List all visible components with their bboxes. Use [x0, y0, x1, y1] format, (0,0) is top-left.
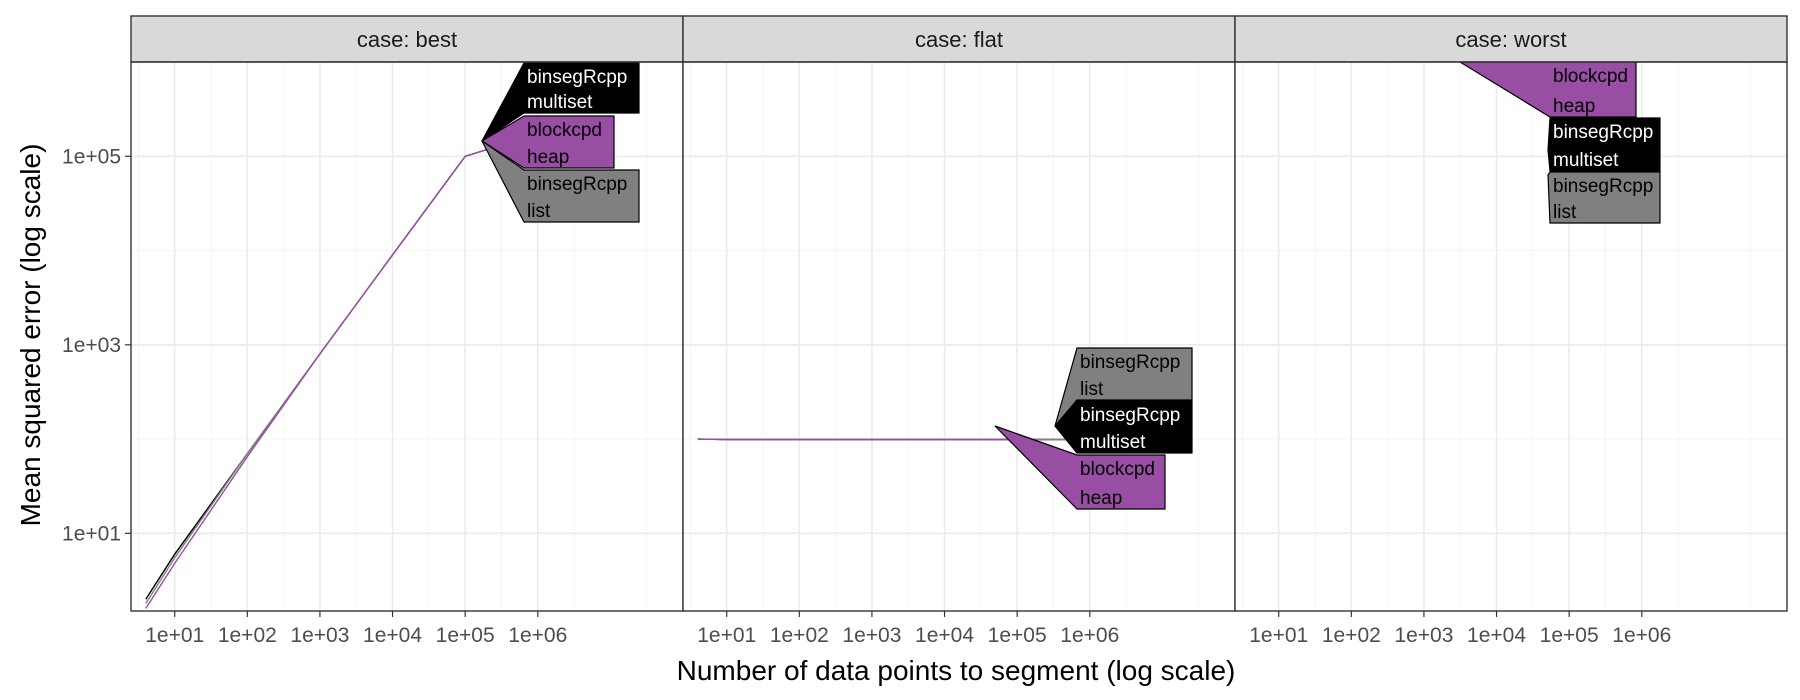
panel-grid — [683, 62, 1235, 611]
x-axis-ticks: 1e+01 1e+02 1e+03 1e+04 1e+05 1e+06 — [697, 611, 1119, 647]
x-tick-label: 1e+05 — [1540, 624, 1599, 647]
label-line2: multiset — [1080, 432, 1146, 453]
label-line2: multiset — [527, 92, 593, 113]
label-box — [480, 115, 615, 169]
x-axis-title: Number of data points to segment (log sc… — [677, 655, 1236, 686]
label-box — [1547, 117, 1661, 172]
direct-labels: binsegRcpp list binsegRcpp multiset blockcpd… — [994, 347, 1193, 510]
panel-background — [683, 62, 1235, 611]
x-tick-label: 1e+02 — [1322, 624, 1381, 647]
label-box — [1054, 400, 1193, 454]
facet-strip — [1234, 15, 1788, 63]
y-tick-label: 1e+03 — [62, 334, 121, 357]
y-axis-ticks: 1e+01 1e+03 1e+05 — [62, 145, 131, 545]
x-tick-label: 1e+01 — [145, 624, 204, 647]
y-tick-label: 1e+01 — [62, 522, 121, 545]
label-line1: binsegRcpp — [527, 67, 627, 88]
x-tick-label: 1e+03 — [842, 624, 901, 647]
x-tick-label: 1e+01 — [697, 624, 756, 647]
facet-panels: binsegRcppmultisetblockcpdheapbinsegRcpp… — [62, 15, 1788, 647]
label-box — [1547, 171, 1661, 224]
facet-panel: blockcpd heap binsegRcpp multiset binsegRcpp… — [1234, 15, 1788, 647]
panel-border — [1234, 61, 1788, 612]
x-tick-label: 1e+05 — [436, 624, 495, 647]
label-box — [481, 62, 640, 142]
label-line1: blockcpd — [527, 120, 602, 141]
label-box — [481, 140, 640, 223]
x-tick-label: 1e+02 — [770, 624, 829, 647]
panel-grid — [1235, 62, 1787, 611]
x-axis-ticks: 1e+01 1e+02 1e+03 1e+04 1e+05 1e+06 — [145, 611, 567, 647]
direct-labels: binsegRcpp multiset blockcpd heap binsegRcpp… — [480, 62, 640, 223]
label-line1: binsegRcpp — [1080, 352, 1180, 373]
facet-strip-label: case: flat — [915, 27, 1003, 52]
label-line1: binsegRcpp — [527, 174, 627, 195]
facet-panel: binsegRcpp list binsegRcpp multiset blockcpd… — [682, 15, 1236, 647]
x-tick-label: 1e+02 — [218, 624, 277, 647]
y-tick-label: 1e+05 — [62, 145, 121, 168]
series-line — [145, 144, 501, 609]
facet-panel: binsegRcpp multiset blockcpd heap binsegRcpp… — [130, 15, 684, 647]
label-box — [994, 425, 1166, 510]
label-line1: binsegRcpp — [1553, 176, 1653, 197]
y-axis-title: Mean squared error (log scale) — [15, 144, 46, 527]
x-tick-label: 1e+03 — [290, 624, 349, 647]
x-tick-label: 1e+05 — [988, 624, 1047, 647]
x-tick-label: 1e+04 — [915, 624, 974, 647]
label-line2: heap — [1080, 488, 1122, 509]
x-tick-label: 1e+06 — [508, 624, 567, 647]
x-tick-label: 1e+06 — [1060, 624, 1119, 647]
label-line2: list — [527, 201, 551, 222]
x-tick-label: 1e+01 — [1249, 624, 1308, 647]
x-tick-label: 1e+03 — [1394, 624, 1453, 647]
x-tick-label: 1e+04 — [363, 624, 422, 647]
panel-background — [1235, 62, 1787, 611]
label-line2: heap — [1553, 96, 1595, 117]
x-axis-ticks: 1e+01 1e+02 1e+03 1e+04 1e+05 1e+06 — [1249, 611, 1671, 647]
label-line2: list — [1080, 379, 1104, 400]
label-line1: binsegRcpp — [1553, 122, 1653, 143]
series-lines — [145, 144, 501, 609]
facet-strip-label: case: worst — [1455, 27, 1566, 52]
label-line2: list — [1553, 202, 1577, 223]
x-tick-label: 1e+04 — [1467, 624, 1526, 647]
label-line1: blockcpd — [1553, 66, 1628, 87]
label-line2: multiset — [1553, 150, 1619, 171]
x-tick-label: 1e+06 — [1612, 624, 1671, 647]
label-line2: heap — [527, 147, 569, 168]
facet-strip-label: case: best — [357, 27, 457, 52]
direct-labels: blockcpd heap binsegRcpp multiset binsegRcpp… — [1457, 61, 1661, 224]
label-line1: blockcpd — [1080, 459, 1155, 480]
label-line1: binsegRcpp — [1080, 405, 1180, 426]
